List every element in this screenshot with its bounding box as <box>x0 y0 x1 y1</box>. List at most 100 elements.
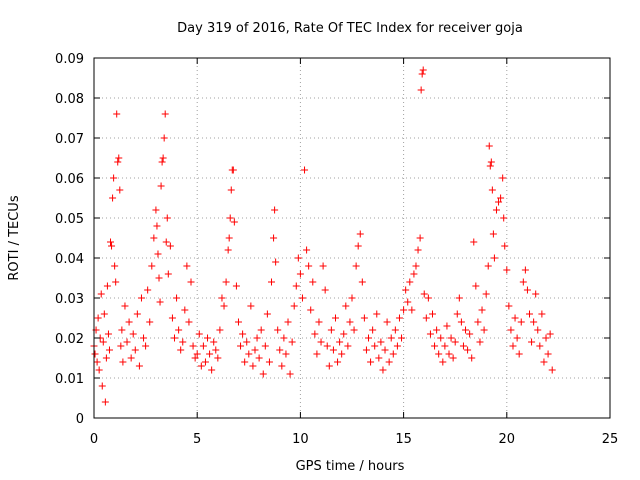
data-point <box>488 186 496 194</box>
data-point <box>199 342 207 350</box>
data-point <box>93 358 101 366</box>
data-point <box>108 242 116 250</box>
data-point <box>179 338 187 346</box>
data-point <box>94 314 102 322</box>
data-point <box>214 354 222 362</box>
data-point <box>137 294 145 302</box>
data-point <box>476 338 484 346</box>
data-point <box>321 286 329 294</box>
data-point <box>115 154 123 162</box>
data-point <box>163 214 171 222</box>
data-point <box>492 206 500 214</box>
data-point <box>507 326 515 334</box>
data-point <box>91 350 99 358</box>
data-point <box>97 290 105 298</box>
data-point <box>417 86 425 94</box>
data-point <box>216 326 224 334</box>
data-point <box>191 354 199 362</box>
data-point <box>187 278 195 286</box>
data-point <box>449 354 457 362</box>
data-point <box>485 142 493 150</box>
data-point <box>156 298 164 306</box>
data-point <box>362 346 370 354</box>
data-point <box>515 350 523 358</box>
data-point <box>103 282 111 290</box>
data-point <box>140 334 148 342</box>
data-point <box>170 334 178 342</box>
data-point <box>274 326 282 334</box>
data-point <box>107 238 115 246</box>
data-point <box>517 318 525 326</box>
data-point <box>404 298 412 306</box>
data-point <box>323 342 331 350</box>
data-point <box>255 354 263 362</box>
data-point <box>431 342 439 350</box>
data-point <box>338 350 346 358</box>
data-point <box>521 266 529 274</box>
data-point <box>501 242 509 250</box>
data-point <box>365 334 373 342</box>
data-point <box>369 326 377 334</box>
data-point <box>284 318 292 326</box>
data-point <box>296 270 304 278</box>
data-point <box>133 310 141 318</box>
data-point <box>391 326 399 334</box>
data-point <box>495 198 503 206</box>
data-point <box>234 318 242 326</box>
data-point <box>110 174 118 182</box>
data-point <box>189 342 197 350</box>
data-point <box>257 326 265 334</box>
data-point <box>95 366 103 374</box>
data-point <box>161 110 169 118</box>
data-point <box>336 338 344 346</box>
data-point <box>280 334 288 342</box>
data-point <box>166 242 174 250</box>
data-point <box>303 246 311 254</box>
data-point <box>472 282 480 290</box>
data-point <box>222 278 230 286</box>
data-point <box>348 294 356 302</box>
data-point <box>503 266 511 274</box>
data-point <box>499 174 507 182</box>
data-point <box>109 194 117 202</box>
data-point <box>319 262 327 270</box>
data-point <box>455 294 463 302</box>
y-tick-label: 0.09 <box>55 52 84 67</box>
data-point <box>270 234 278 242</box>
data-point <box>263 310 271 318</box>
y-tick-label: 0.07 <box>55 132 84 147</box>
data-point <box>416 234 424 242</box>
data-point <box>208 366 216 374</box>
data-point <box>367 358 375 366</box>
data-point <box>395 314 403 322</box>
data-point <box>532 290 540 298</box>
data-point <box>468 354 476 362</box>
data-point <box>247 302 255 310</box>
data-point <box>173 294 181 302</box>
data-point <box>183 262 191 270</box>
data-point <box>486 162 494 170</box>
y-tick-label: 0.08 <box>55 92 84 107</box>
data-point <box>288 338 296 346</box>
data-point <box>548 366 556 374</box>
axis-ticks: 0 5 10 15 20 25 0 0.01 0.02 0.03 0.04 0.05 0.06 0.07 0… <box>55 52 618 447</box>
data-point <box>523 286 531 294</box>
data-point <box>387 334 395 342</box>
data-point <box>433 326 441 334</box>
data-point <box>227 186 235 194</box>
x-tick-label: 5 <box>193 432 201 447</box>
data-point <box>424 294 432 302</box>
data-point <box>478 306 486 314</box>
data-points <box>90 66 556 406</box>
data-point <box>379 366 387 374</box>
data-point <box>453 310 461 318</box>
data-point <box>474 318 482 326</box>
data-point <box>538 310 546 318</box>
data-point <box>155 274 163 282</box>
data-point <box>445 350 453 358</box>
data-point <box>482 290 490 298</box>
data-point <box>428 310 436 318</box>
data-point <box>117 342 125 350</box>
data-point <box>354 242 362 250</box>
